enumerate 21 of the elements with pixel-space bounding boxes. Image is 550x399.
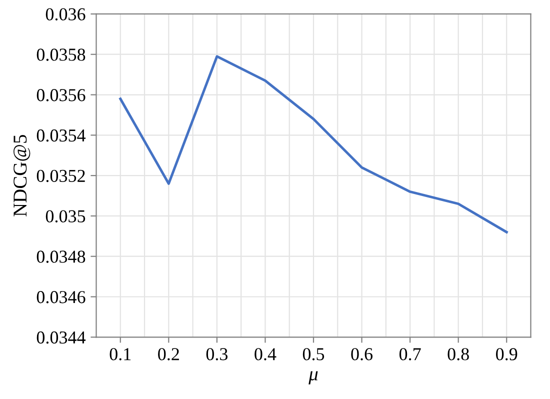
x-axis-title: μ [308,371,318,384]
y-tick-label: 0.0346 [36,291,86,304]
x-tick-label: 0.6 [351,348,373,360]
y-tick-label: 0.036 [46,8,86,20]
x-tick-label: 0.9 [496,348,518,360]
y-axis-title: NDCG@5 [14,134,30,216]
x-tick-label: 0.2 [158,348,179,360]
x-tick-label: 0.8 [448,348,469,360]
line-series [119,55,508,234]
y-tick-label: 0.0344 [36,331,86,344]
y-tick-label: 0.0358 [36,48,86,61]
x-tick-label: 0.4 [254,348,276,360]
y-tick-label: 0.0354 [36,129,86,142]
y-tick-label: 0.035 [46,210,86,222]
y-tick-label: 0.0348 [36,250,86,263]
x-tick-label: 0.1 [110,348,131,360]
x-tick-label: 0.7 [399,348,421,360]
y-tick-label: 0.0352 [36,170,85,182]
x-tick-label: 0.5 [302,348,324,360]
x-tick-label: 0.3 [206,348,228,360]
y-tick-label: 0.0356 [36,89,86,102]
